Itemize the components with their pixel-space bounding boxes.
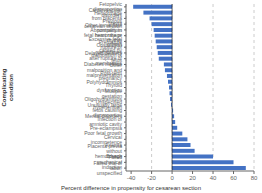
svg-text:40: 40 xyxy=(210,175,217,181)
svg-text:Failed trial oflabor,unspecifi: Failed trial oflabor,unspecified xyxy=(93,160,122,176)
svg-text:60: 60 xyxy=(230,175,237,181)
svg-text:Complicatingcondition: Complicatingcondition xyxy=(8,68,14,106)
svg-text:-20: -20 xyxy=(147,175,156,181)
svg-text:20: 20 xyxy=(189,175,196,181)
svg-text:0: 0 xyxy=(170,175,174,181)
svg-text:Thyroiddysfunction: Thyroiddysfunction xyxy=(97,82,123,93)
svg-text:-40: -40 xyxy=(127,175,136,181)
svg-text:80: 80 xyxy=(251,175,254,181)
